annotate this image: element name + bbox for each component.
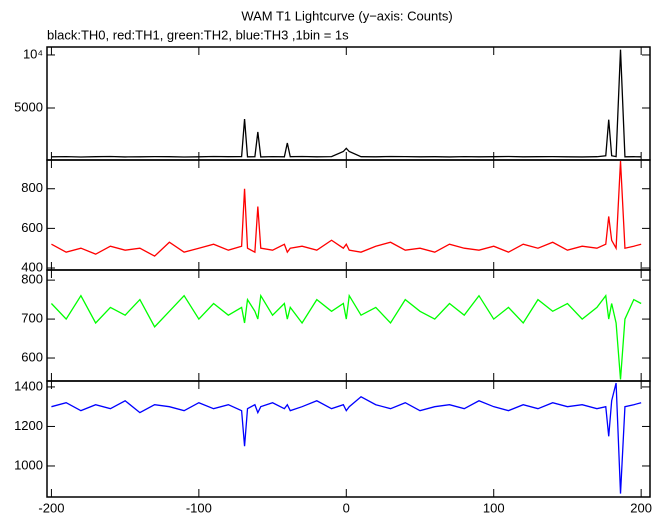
y-tick-label: 5000 bbox=[14, 99, 43, 114]
y-tick-label: 1400 bbox=[14, 378, 43, 393]
panel-frame bbox=[46, 46, 651, 161]
y-tick-label: 600 bbox=[21, 349, 43, 364]
data-line bbox=[51, 160, 642, 257]
y-tick-label: 800 bbox=[21, 272, 43, 287]
panel-frame bbox=[46, 269, 651, 382]
chart-subtitle: black:TH0, red:TH1, green:TH2, blue:TH3 … bbox=[47, 27, 349, 42]
y-tick-label: 1200 bbox=[14, 418, 43, 433]
x-tick-label: -200 bbox=[38, 500, 64, 515]
y-tick-label: 700 bbox=[21, 311, 43, 326]
data-line bbox=[51, 49, 642, 158]
data-line bbox=[50, 293, 642, 380]
x-tick-label: 100 bbox=[483, 500, 505, 515]
chart-title: WAM T1 Lightcurve (y−axis: Counts) bbox=[241, 8, 452, 23]
y-tick-label: 1000 bbox=[14, 457, 43, 472]
data-line bbox=[51, 382, 642, 494]
panel-frame bbox=[46, 159, 651, 271]
x-tick-label: 0 bbox=[343, 500, 350, 515]
y-tick-label: 10⁴ bbox=[23, 46, 43, 61]
y-tick-label: 800 bbox=[21, 180, 43, 195]
x-tick-label: 200 bbox=[630, 500, 652, 515]
x-tick-label: -100 bbox=[186, 500, 212, 515]
y-tick-label: 600 bbox=[21, 220, 43, 235]
y-tick-label: 400 bbox=[21, 259, 43, 274]
panel-frame bbox=[46, 380, 651, 498]
